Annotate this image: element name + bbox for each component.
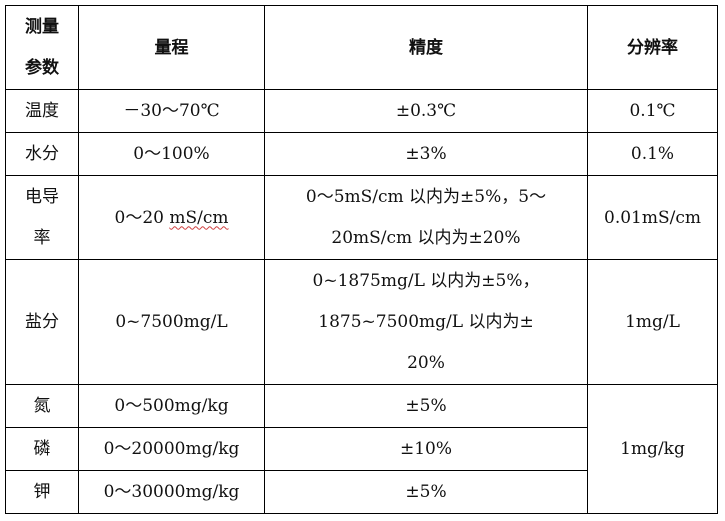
cell-accuracy-line2: 1875~7500mg/L 以内为± (318, 311, 534, 332)
cell-param: 氮 (5, 384, 79, 428)
cell-range: －30～70℃ (78, 89, 265, 133)
header-resolution: 分辨率 (587, 5, 718, 90)
cell-accuracy: ±5% (264, 384, 588, 428)
cell-param-line2: 率 (33, 227, 51, 248)
table-row: 水分 0～100% ±3% 0.1% (5, 132, 718, 176)
table-header-row: 测量 参数 量程 精度 分辨率 (5, 5, 718, 90)
cell-range: 0～20000mg/kg (78, 427, 265, 471)
table-row: 氮 0～500mg/kg ±5% 1mg/kg (5, 384, 718, 514)
table-row: 盐分 0~7500mg/L 0~1875mg/L 以内为±5%， 1875~75… (5, 259, 718, 385)
cell-range: 0～500mg/kg (78, 384, 265, 428)
cell-accuracy-line2: 20mS/cm 以内为±20% (331, 227, 521, 248)
spec-table-container: 测量 参数 量程 精度 分辨率 温度 －30～70℃ ±0.3℃ 0.1℃ 水分… (5, 5, 718, 514)
header-range: 量程 (78, 5, 265, 90)
cell-param: 磷 (5, 427, 79, 471)
cell-param-line1: 电导 (25, 186, 59, 207)
header-param-line1: 测量 (25, 16, 59, 37)
cell-accuracy: 0~1875mg/L 以内为±5%， 1875~7500mg/L 以内为± 20… (264, 259, 588, 385)
table-row: 温度 －30～70℃ ±0.3℃ 0.1℃ (5, 89, 718, 133)
cell-accuracy: ±3% (264, 132, 588, 176)
cell-range: 0～30000mg/kg (78, 470, 265, 514)
range-unit-spellcheck: mS/cm (169, 207, 229, 228)
table-row: 电导 率 0～20 mS/cm 0～5mS/cm 以内为±5%，5～ 20mS/… (5, 175, 718, 260)
cell-range: 0~7500mg/L (78, 259, 265, 385)
cell-accuracy-line1: 0～5mS/cm 以内为±5%，5～ (305, 186, 547, 207)
cell-range: 0～20 mS/cm (78, 175, 265, 260)
cell-param: 水分 (5, 132, 79, 176)
cell-accuracy-line3: 20% (407, 352, 445, 373)
cell-param: 电导 率 (5, 175, 79, 260)
cell-accuracy: ±10% (264, 427, 588, 471)
header-accuracy: 精度 (264, 5, 588, 90)
cell-resolution-npk: 1mg/kg (587, 384, 718, 514)
cell-param: 温度 (5, 89, 79, 133)
cell-resolution: 0.1℃ (587, 89, 718, 133)
cell-accuracy: ±5% (264, 470, 588, 514)
cell-resolution: 0.01mS/cm (587, 175, 718, 260)
cell-param: 钾 (5, 470, 79, 514)
cell-range: 0～100% (78, 132, 265, 176)
cell-resolution: 1mg/L (587, 259, 718, 385)
cell-param: 盐分 (5, 259, 79, 385)
cell-resolution: 0.1% (587, 132, 718, 176)
table-row: 钾 0～30000mg/kg ±5% (5, 470, 718, 514)
cell-accuracy: ±0.3℃ (264, 89, 588, 133)
cell-accuracy: 0～5mS/cm 以内为±5%，5～ 20mS/cm 以内为±20% (264, 175, 588, 260)
header-param: 测量 参数 (5, 5, 79, 90)
header-param-line2: 参数 (25, 57, 59, 78)
measurement-spec-table: 测量 参数 量程 精度 分辨率 温度 －30～70℃ ±0.3℃ 0.1℃ 水分… (5, 5, 718, 514)
range-prefix: 0～20 (114, 207, 170, 228)
cell-accuracy-line1: 0~1875mg/L 以内为±5%， (312, 270, 540, 291)
table-row: 磷 0～20000mg/kg ±10% (5, 427, 718, 471)
